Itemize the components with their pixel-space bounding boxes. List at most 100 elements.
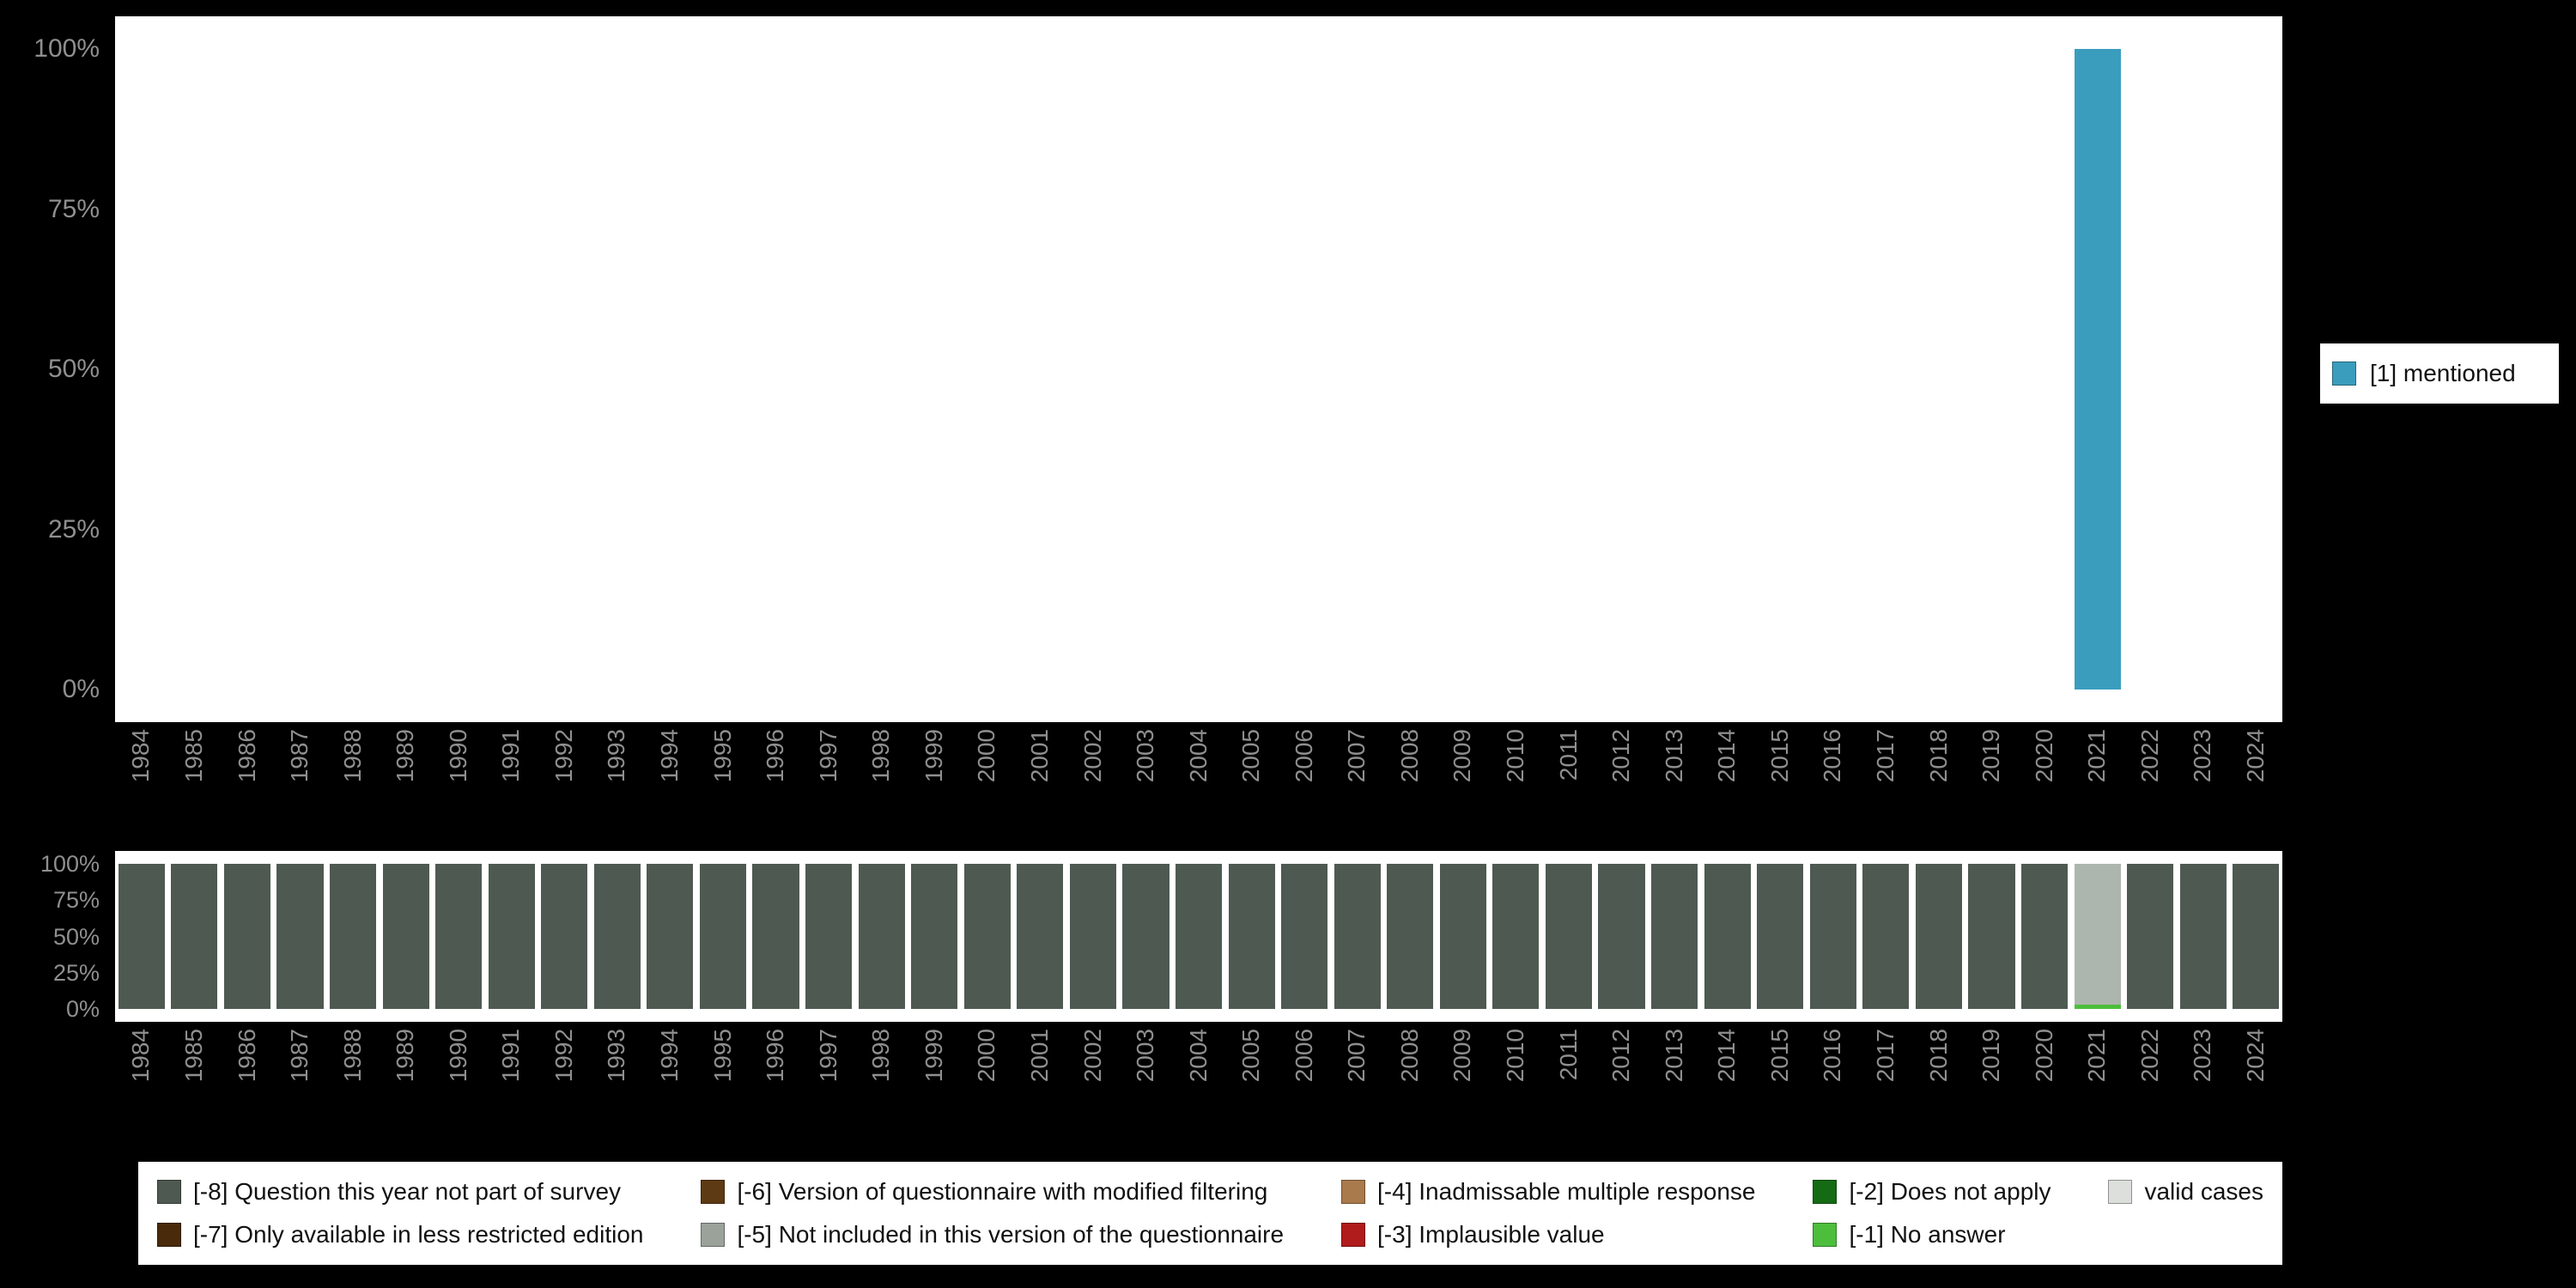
legend-swatch <box>1813 1180 1838 1204</box>
legend-item: [-2] Does not apply <box>1813 1178 2051 1206</box>
x-tick-label: 1994 <box>656 1029 683 1083</box>
x-tick-label: 1984 <box>127 729 155 783</box>
bar-segment <box>2074 864 2121 1005</box>
x-tick-label: 2012 <box>1607 729 1635 783</box>
bar-slot-2009 <box>1437 49 1490 690</box>
legend-swatch <box>1341 1223 1366 1247</box>
bar-slot-1992 <box>538 49 592 690</box>
x-tick-label: 2012 <box>1607 1029 1635 1083</box>
x-tick-label: 2007 <box>1343 1029 1370 1083</box>
mentioned-legend-label: [1] mentioned <box>2370 360 2516 386</box>
x-tick-label: 1986 <box>233 729 260 783</box>
bottom-chart-bars <box>115 864 2282 1009</box>
x-tick: 2007 <box>1331 729 1384 825</box>
x-tick-label: 1985 <box>179 729 207 783</box>
bar-slot-2020 <box>2018 49 2071 690</box>
x-tick: 1997 <box>802 729 855 825</box>
x-tick-label: 2020 <box>2030 1029 2057 1083</box>
bar-slot-1995 <box>696 49 750 690</box>
x-tick-label: 1986 <box>233 1029 260 1083</box>
bar-segment <box>2179 864 2227 1009</box>
x-tick: 2012 <box>1595 729 1649 825</box>
bar-slot-2020 <box>2018 864 2071 1009</box>
y-tick-label: 50% <box>47 355 100 383</box>
legend-swatch <box>1813 1223 1838 1247</box>
bar-slot-1989 <box>380 49 433 690</box>
y-tick-label: 0% <box>65 996 100 1022</box>
bar-segment <box>593 864 641 1009</box>
x-tick-label: 2014 <box>1713 729 1741 783</box>
x-tick-label: 2014 <box>1713 1029 1741 1083</box>
x-tick-label: 1996 <box>762 729 789 783</box>
x-tick: 2015 <box>1753 1029 1807 1125</box>
bar-slot-1993 <box>591 49 644 690</box>
bar-slot-2017 <box>1860 864 1913 1009</box>
bar-slot-2008 <box>1384 864 1437 1009</box>
bar-segment <box>1651 864 1698 1009</box>
x-tick: 1991 <box>485 1029 538 1125</box>
bar-segment <box>1598 864 1645 1009</box>
bar-slot-2007 <box>1331 864 1384 1009</box>
x-tick-label: 2001 <box>1025 1029 1053 1083</box>
x-tick-label: 1995 <box>708 729 736 783</box>
bar-slot-2016 <box>1807 864 1860 1009</box>
x-tick: 1995 <box>696 729 750 825</box>
x-tick: 2010 <box>1490 1029 1543 1125</box>
bar-slot-1998 <box>855 49 908 690</box>
bar-slot-1988 <box>326 864 380 1009</box>
bar-slot-2004 <box>1172 49 1225 690</box>
x-tick: 1994 <box>644 729 697 825</box>
bar-segment <box>911 864 958 1009</box>
bar-slot-2002 <box>1066 864 1120 1009</box>
bar-segment <box>223 864 270 1009</box>
bar-segment <box>963 864 1011 1009</box>
x-tick: 1986 <box>221 729 274 825</box>
y-tick-label: 25% <box>47 514 100 544</box>
x-tick-label: 2004 <box>1184 729 1212 783</box>
top-chart-bars <box>115 49 2282 690</box>
bar-segment <box>1017 864 1064 1009</box>
bar-slot-1985 <box>168 49 222 690</box>
x-tick-label: 1984 <box>127 1029 155 1083</box>
x-tick-label: 1993 <box>603 729 630 783</box>
x-tick-label: 2021 <box>2083 729 2111 783</box>
x-tick: 2007 <box>1331 1029 1384 1125</box>
x-tick: 2011 <box>1542 1029 1595 1125</box>
legend-item: [-3] Implausible value <box>1341 1221 1755 1249</box>
bar-segment <box>2127 864 2174 1009</box>
bar-slot-2014 <box>1701 864 1754 1009</box>
x-tick: 1987 <box>274 1029 327 1125</box>
bottom-chart-x-axis: 1984 1985 1986 1987 1988 1989 1990 1991 1992 1993… <box>115 1029 2282 1125</box>
bar-segment <box>382 864 429 1009</box>
bar-segment <box>1334 864 1381 1009</box>
legend-item: [-1] No answer <box>1813 1221 2050 1249</box>
bar-slot-2010 <box>1490 49 1543 690</box>
x-tick: 2014 <box>1701 729 1754 825</box>
bar-slot-2015 <box>1753 864 1807 1009</box>
bar-slot-2006 <box>1278 864 1331 1009</box>
bar-segment <box>276 864 324 1009</box>
x-tick: 2011 <box>1542 729 1595 825</box>
x-tick: 1992 <box>538 729 592 825</box>
x-tick: 1985 <box>168 729 222 825</box>
x-tick-label: 2022 <box>2136 729 2163 783</box>
x-tick-label: 2008 <box>1395 1029 1423 1083</box>
x-tick: 2024 <box>2230 729 2283 825</box>
x-tick-label: 2020 <box>2030 729 2057 783</box>
bar-slot-1986 <box>221 49 274 690</box>
bar-segment <box>1862 864 1910 1009</box>
bar-segment <box>1809 864 1856 1009</box>
legend-label: [-6] Version of questionnaire with modif… <box>737 1178 1268 1205</box>
x-tick: 2008 <box>1384 1029 1437 1125</box>
x-tick: 1990 <box>432 729 485 825</box>
x-tick: 2012 <box>1595 1029 1649 1125</box>
bar-slot-2005 <box>1225 864 1279 1009</box>
x-tick-label: 2023 <box>2189 729 2216 783</box>
x-tick-label: 1990 <box>444 1029 471 1083</box>
legend-item: valid cases <box>2108 1178 2263 1206</box>
bar-slot-1991 <box>485 864 538 1009</box>
x-tick: 1990 <box>432 1029 485 1125</box>
x-tick: 1992 <box>538 1029 592 1125</box>
legend-swatch <box>157 1180 181 1204</box>
top-chart-plot <box>115 16 2282 722</box>
